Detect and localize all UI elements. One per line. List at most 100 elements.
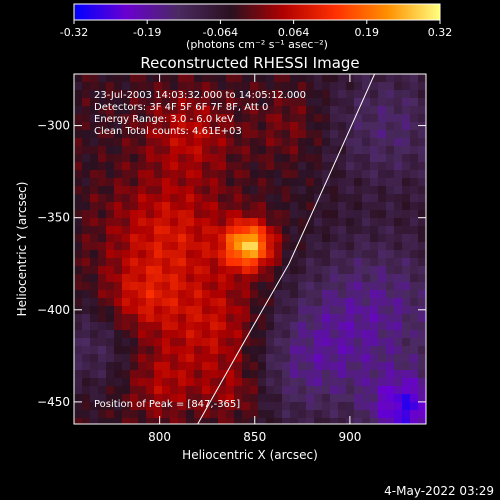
- heatmap-cell: [138, 418, 146, 424]
- heatmap-cell: [290, 122, 298, 130]
- heatmap-cell: [378, 250, 386, 258]
- heatmap-cell: [170, 170, 178, 178]
- heatmap-cell: [354, 394, 362, 402]
- heatmap-cell: [354, 138, 362, 146]
- heatmap-cell: [402, 402, 410, 410]
- heatmap-cell: [90, 146, 98, 154]
- heatmap-cell: [138, 106, 146, 114]
- heatmap-cell: [354, 162, 362, 170]
- heatmap-cell: [250, 274, 258, 282]
- heatmap-cell: [186, 226, 194, 234]
- heatmap-cell: [282, 170, 290, 178]
- heatmap-cell: [322, 266, 330, 274]
- heatmap-cell: [202, 242, 210, 250]
- heatmap-cell: [338, 154, 346, 162]
- heatmap-cell: [170, 330, 178, 338]
- heatmap-cell: [266, 218, 274, 226]
- heatmap-cell: [186, 146, 194, 154]
- heatmap-cell: [194, 146, 202, 154]
- heatmap-cell: [314, 370, 322, 378]
- heatmap-cell: [322, 338, 330, 346]
- heatmap-cell: [290, 314, 298, 322]
- annotation-line: Energy Range: 3.0 - 6.0 keV: [94, 114, 234, 125]
- heatmap-cell: [178, 290, 186, 298]
- heatmap-cell: [146, 210, 154, 218]
- heatmap-cell: [338, 234, 346, 242]
- heatmap-cell: [138, 290, 146, 298]
- heatmap-cell: [178, 186, 186, 194]
- heatmap-cell: [74, 378, 82, 386]
- heatmap-cell: [250, 250, 258, 258]
- heatmap-cell: [274, 258, 282, 266]
- heatmap-cell: [346, 370, 354, 378]
- heatmap-cell: [162, 266, 170, 274]
- heatmap-cell: [370, 130, 378, 138]
- heatmap-cell: [178, 122, 186, 130]
- heatmap-cell: [194, 266, 202, 274]
- heatmap-cell: [290, 410, 298, 418]
- heatmap-cell: [330, 306, 338, 314]
- heatmap-cell: [394, 138, 402, 146]
- heatmap-cell: [418, 226, 426, 234]
- heatmap-cell: [306, 370, 314, 378]
- heatmap-cell: [394, 402, 402, 410]
- heatmap-cell: [378, 410, 386, 418]
- heatmap-cell: [210, 338, 218, 346]
- heatmap-cell: [370, 378, 378, 386]
- heatmap-cell: [114, 258, 122, 266]
- heatmap-cell: [282, 98, 290, 106]
- heatmap-cell: [170, 122, 178, 130]
- heatmap-cell: [170, 298, 178, 306]
- heatmap-cell: [402, 258, 410, 266]
- heatmap-cell: [354, 194, 362, 202]
- heatmap-cell: [362, 418, 370, 424]
- heatmap-cell: [162, 218, 170, 226]
- heatmap-cell: [394, 186, 402, 194]
- heatmap-cell: [210, 146, 218, 154]
- heatmap-cell: [402, 362, 410, 370]
- heatmap-cell: [314, 314, 322, 322]
- heatmap-cell: [250, 130, 258, 138]
- heatmap-cell: [338, 402, 346, 410]
- heatmap-cell: [186, 194, 194, 202]
- heatmap-cell: [202, 354, 210, 362]
- heatmap-cell: [282, 282, 290, 290]
- heatmap-cell: [90, 394, 98, 402]
- heatmap-cell: [178, 314, 186, 322]
- heatmap-cell: [298, 74, 306, 82]
- heatmap-cell: [386, 210, 394, 218]
- heatmap-cell: [354, 202, 362, 210]
- heatmap-cell: [354, 234, 362, 242]
- heatmap-cell: [250, 298, 258, 306]
- heatmap-cell: [202, 138, 210, 146]
- heatmap-cell: [410, 98, 418, 106]
- heatmap-cell: [362, 330, 370, 338]
- heatmap-cell: [90, 138, 98, 146]
- heatmap-cell: [330, 402, 338, 410]
- heatmap-cell: [354, 250, 362, 258]
- heatmap-cell: [106, 202, 114, 210]
- heatmap-cell: [146, 346, 154, 354]
- heatmap-cell: [218, 418, 226, 424]
- heatmap-cell: [378, 282, 386, 290]
- heatmap-cell: [130, 362, 138, 370]
- heatmap-cell: [386, 386, 394, 394]
- heatmap-cell: [202, 282, 210, 290]
- heatmap-cell: [186, 330, 194, 338]
- heatmap-cell: [378, 130, 386, 138]
- heatmap-cell: [338, 210, 346, 218]
- heatmap-cell: [138, 114, 146, 122]
- heatmap-cell: [82, 378, 90, 386]
- heatmap-cell: [234, 170, 242, 178]
- heatmap-cell: [146, 122, 154, 130]
- heatmap-cell: [266, 242, 274, 250]
- heatmap-cell: [154, 258, 162, 266]
- heatmap-cell: [90, 194, 98, 202]
- heatmap-cell: [162, 258, 170, 266]
- heatmap-cell: [170, 402, 178, 410]
- heatmap-cell: [330, 146, 338, 154]
- heatmap-cell: [242, 354, 250, 362]
- heatmap-cell: [138, 274, 146, 282]
- heatmap-cell: [394, 178, 402, 186]
